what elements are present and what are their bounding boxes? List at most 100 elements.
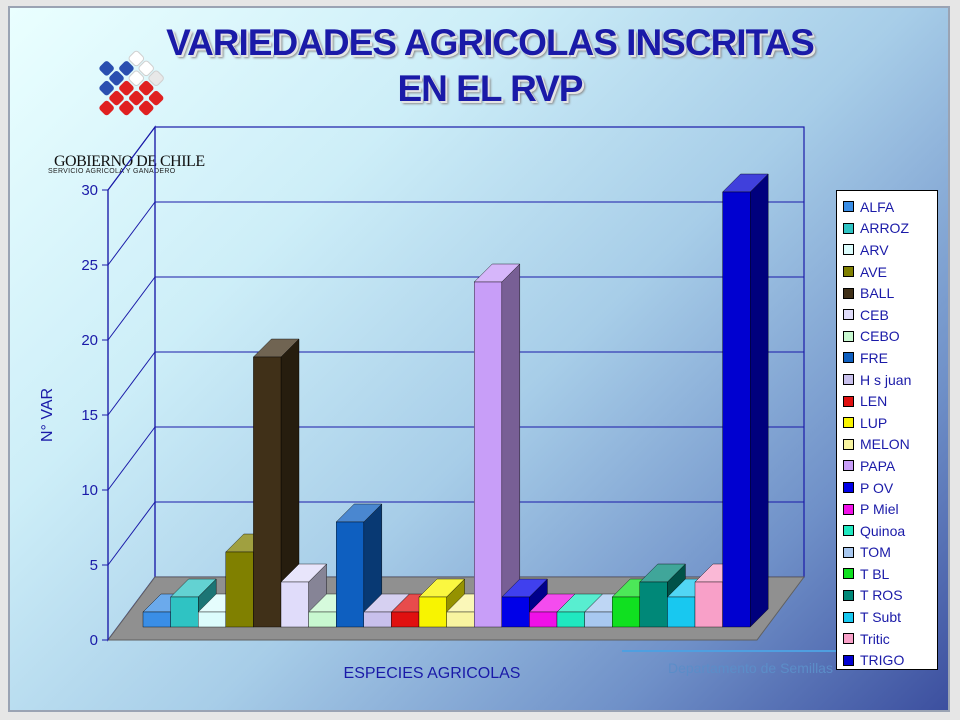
gridline-side: [107, 501, 156, 566]
legend-swatch: [843, 654, 854, 666]
legend-swatch: [843, 611, 854, 623]
bar-papa: [473, 263, 521, 628]
legend-item: T Subt: [843, 606, 937, 628]
legend-label: T BL: [860, 565, 890, 582]
legend-swatch: [843, 201, 854, 213]
gridline-side: [107, 276, 156, 341]
legend-item: LUP: [843, 412, 937, 434]
bar-front: [280, 581, 309, 628]
legend-label: H s juan: [860, 371, 912, 388]
bar-front: [336, 521, 365, 628]
gobierno-logo-icon: [99, 50, 164, 116]
legend-item: CEBO: [843, 326, 937, 348]
bar-front: [694, 581, 723, 628]
bar-front: [722, 191, 751, 628]
bar-front: [529, 611, 558, 628]
legend-item: Tritic: [843, 628, 937, 650]
footer-department: Departamento de Semillas: [668, 660, 833, 676]
bar-side: [750, 173, 769, 628]
footer-divider: [622, 650, 932, 652]
legend-item: FRE: [843, 347, 937, 369]
bar-front: [197, 611, 226, 628]
legend-label: BALL: [860, 285, 895, 302]
legend-swatch: [843, 266, 854, 278]
x-axis-label: ESPECIES AGRICOLAS: [344, 665, 521, 682]
y-tick-label: 10: [81, 482, 98, 499]
bar-front: [363, 611, 392, 628]
title-line-1: VARIEDADES AGRICOLAS INSCRITAS: [166, 22, 815, 63]
y-tick-label: 20: [81, 332, 98, 349]
bar-front: [612, 596, 641, 628]
legend-item: ALFA: [843, 196, 937, 218]
org-subtitle: SERVICIO AGRICOLA Y GANADERO: [48, 168, 176, 175]
legend-item: MELON: [843, 434, 937, 456]
legend-swatch: [843, 287, 854, 299]
legend-item: H s juan: [843, 369, 937, 391]
bar-front: [556, 611, 585, 628]
legend-swatch: [843, 546, 854, 558]
legend-label: PAPA: [860, 457, 896, 474]
gridline-side: [107, 201, 156, 266]
legend-label: P OV: [860, 479, 894, 496]
bar-front: [418, 596, 447, 628]
legend-label: LUP: [860, 414, 888, 431]
legend-swatch: [843, 244, 854, 256]
legend-swatch: [843, 222, 854, 234]
legend-label: LEN: [860, 393, 888, 410]
title-line-2: EN EL RVP: [397, 68, 584, 109]
legend-item: P OV: [843, 477, 937, 499]
bar-t-ros: [639, 563, 686, 628]
bar-side: [501, 263, 520, 628]
legend-swatch: [843, 525, 854, 537]
legend-label: ARROZ: [860, 220, 909, 237]
gridline-side: [107, 126, 156, 191]
y-tick-label: 25: [81, 257, 98, 274]
legend-item: Quinoa: [843, 520, 937, 542]
legend-swatch: [843, 482, 854, 494]
bar-front: [308, 611, 337, 628]
legend-label: ARV: [860, 241, 889, 258]
legend-swatch: [843, 568, 854, 580]
bar-front: [225, 551, 254, 628]
legend-swatch: [843, 395, 854, 407]
legend-label: CEB: [860, 306, 889, 323]
legend-label: Tritic: [860, 630, 890, 647]
bar-front: [253, 356, 282, 628]
bar-ball: [252, 338, 300, 628]
legend-label: TRIGO: [860, 652, 905, 669]
gridline-side: [107, 426, 156, 491]
legend-label: P Miel: [860, 501, 899, 518]
legend-swatch: [843, 330, 854, 342]
legend-item: ARROZ: [843, 218, 937, 240]
bar-trigo: [722, 173, 769, 628]
legend-item: ARV: [843, 239, 937, 261]
legend-swatch: [843, 503, 854, 515]
y-tick-label: 15: [81, 407, 98, 424]
bar-front: [639, 581, 668, 628]
bar-fre: [335, 503, 383, 628]
legend-label: T Subt: [860, 609, 901, 626]
y-tick-label: 0: [90, 632, 98, 649]
legend-swatch: [843, 460, 854, 472]
legend-swatch: [843, 633, 854, 645]
y-tick-label: 30: [81, 182, 98, 199]
bar-front: [446, 611, 475, 628]
legend-swatch: [843, 309, 854, 321]
legend-label: MELON: [860, 436, 910, 453]
legend-swatch: [843, 352, 854, 364]
legend-label: CEBO: [860, 328, 900, 345]
legend-label: ALFA: [860, 198, 895, 215]
legend-item: PAPA: [843, 455, 937, 477]
legend-label: Quinoa: [860, 522, 906, 539]
legend-item: CEB: [843, 304, 937, 326]
bar-front: [501, 596, 530, 628]
legend-item: AVE: [843, 261, 937, 283]
y-axis-label: N° VAR: [39, 388, 56, 442]
bar-front: [170, 596, 199, 628]
legend-item: TOM: [843, 542, 937, 564]
legend-item: TRIGO: [843, 649, 937, 671]
legend-item: LEN: [843, 390, 937, 412]
legend-label: FRE: [860, 349, 888, 366]
bar-front: [142, 611, 171, 628]
